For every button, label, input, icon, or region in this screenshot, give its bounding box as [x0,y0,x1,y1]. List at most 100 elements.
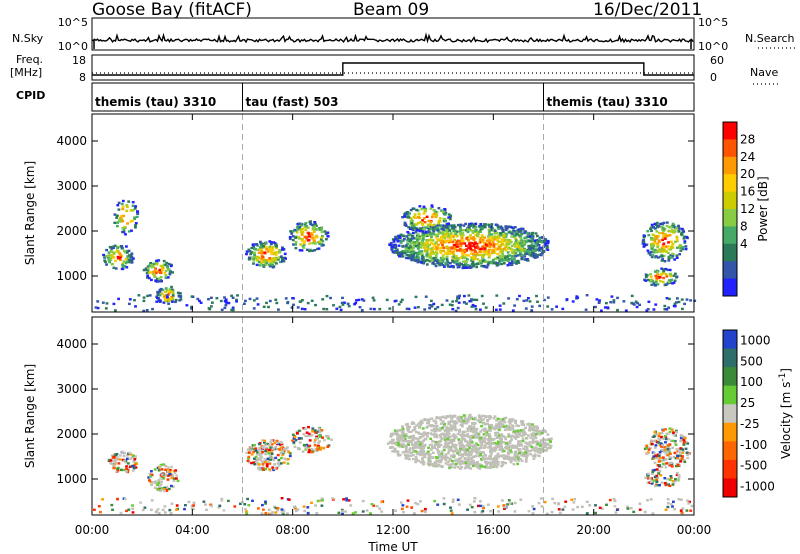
velocity-cell [454,462,458,466]
velocity-cell [261,445,265,449]
power-cell [391,243,395,246]
velocity-cell [222,509,226,512]
power-cell [456,306,460,310]
power-cell [117,297,120,301]
power-cell [664,233,667,236]
power-cell [103,259,107,262]
power-cell [298,226,302,229]
velocity-cell [475,431,478,435]
power-cell [520,257,524,261]
velocity-cell [253,444,256,447]
velocity-cell [494,461,498,464]
velocity-cell [128,465,132,468]
power-cell [434,236,438,239]
power-cell [448,229,451,232]
velocity-cell [486,457,490,460]
velocity-cell [513,454,517,458]
power-cell [312,239,316,242]
power-cell [119,215,123,218]
velocity-cell [414,446,418,449]
velocity-cell [175,508,178,511]
velocity-cell [669,452,672,456]
power-cell [329,296,332,300]
power-cell [664,272,668,276]
power-cell [447,239,451,243]
velocity-cell [448,436,452,439]
velocity-cell [314,431,317,434]
velocity-cell [653,461,657,464]
velocity-cell [493,427,496,431]
velocity-cell [410,439,414,442]
power-cell [655,221,659,225]
power-cell [323,230,327,233]
power-cell [430,304,434,307]
power-cell [451,260,455,263]
velocity-cell [281,444,284,448]
power-cell [425,263,429,266]
power-cell [421,243,424,247]
velocity-cell [122,454,126,458]
velocity-cell [403,450,407,454]
power-cell [475,298,479,302]
power-cell [156,270,159,273]
velocity-cell [455,449,458,452]
power-cell [280,257,284,260]
power-cell [480,253,484,257]
power-colorbar-tick-label: 8 [740,219,748,233]
velocity-cell [260,512,264,515]
power-cell [319,238,323,241]
velocity-cell [489,453,493,456]
velocity-cell [279,462,283,465]
power-cell [154,279,158,282]
power-cell [347,305,351,308]
sky-tick-top: 10^5 [58,16,88,29]
velocity-cell [487,440,491,444]
velocity-cell [450,427,454,430]
velocity-cell [508,418,512,421]
power-cell [114,259,117,263]
power-cell [433,212,436,216]
power-cell [401,255,405,258]
power-cell [530,243,534,246]
velocity-cell [271,457,274,460]
velocity-cell [680,457,684,461]
power-cell [663,237,667,240]
velocity-cell [209,503,212,506]
power-cell [679,249,683,252]
velocity-cell [396,437,400,441]
power-cell [145,271,149,275]
velocity-cell [304,445,308,448]
velocity-cell [613,505,617,508]
velocity-cell [449,429,453,432]
power-cell [485,250,489,253]
power-cell [447,246,451,250]
power-cell [315,236,318,239]
power-cell [428,243,431,246]
velocity-cell [522,423,526,427]
velocity-cell [251,499,254,502]
velocity-cell [164,511,167,514]
velocity-cell [502,441,506,444]
power-cell [468,300,472,303]
power-cell [536,300,539,303]
power-cell [527,244,531,248]
power-cell [455,249,459,252]
velocity-cell [361,499,365,503]
power-cell [654,237,658,241]
velocity-cell [447,427,450,430]
power-cell [455,259,459,263]
velocity-cell [439,464,442,468]
velocity-cell [521,420,524,423]
velocity-cell [205,508,208,511]
velocity-cell [169,512,173,515]
velocity-cell [505,426,509,429]
power-cell [271,266,275,269]
power-cell [424,247,428,251]
time-tick-label: 12:00 [376,523,411,537]
velocity-cell [184,504,187,507]
power-cell [515,298,519,301]
velocity-cell [168,468,172,472]
power-cell [485,265,489,268]
velocity-cell [111,508,114,511]
velocity-cell [434,422,438,425]
